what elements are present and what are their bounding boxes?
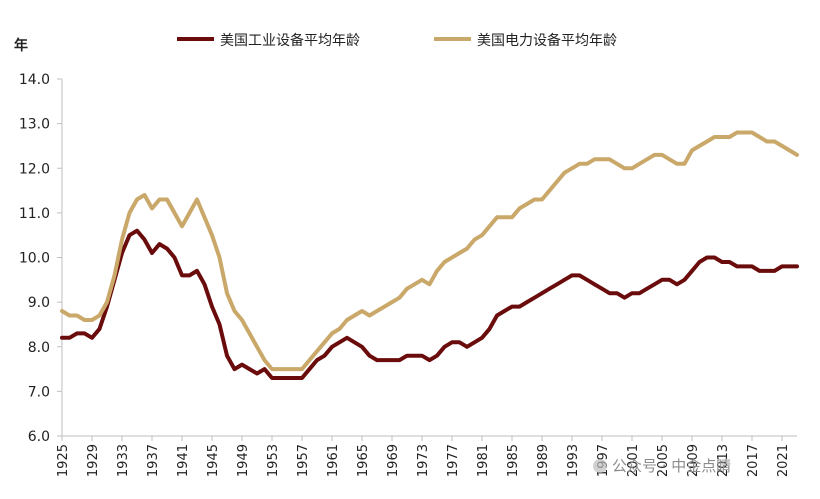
watermark-text: 公众号 · 中金点睛 — [612, 457, 731, 475]
x-tick-label: 1977 — [446, 444, 461, 477]
x-tick-label: 2009 — [686, 444, 701, 477]
watermark: 公众号 · 中金点睛 — [593, 457, 731, 475]
x-tick-label: 1949 — [236, 444, 251, 477]
x-tick-label: 2001 — [626, 444, 641, 477]
legend-item-power: 美国电力设备平均年龄 — [434, 32, 617, 49]
x-tick-label: 1929 — [86, 444, 101, 477]
x-tick-label: 1981 — [476, 444, 491, 477]
x-tick-label: 2021 — [776, 444, 791, 477]
wechat-icon — [593, 459, 607, 473]
x-tick-label: 1993 — [566, 444, 581, 477]
x-tick-label: 1961 — [326, 444, 341, 477]
y-tick-label: 12.0 — [19, 161, 50, 177]
y-tick-label: 9.0 — [28, 295, 50, 311]
series-line-power — [60, 130, 799, 372]
y-tick-label: 6.0 — [28, 429, 50, 445]
x-tick-label: 1933 — [116, 444, 131, 477]
x-axis: 1925 1929 1933 1937 1941 1945 1949 1953 1957 1961… — [56, 435, 797, 477]
x-tick-label: 1937 — [146, 444, 161, 477]
series-layer — [60, 130, 799, 380]
y-tick-label: 13.0 — [19, 117, 50, 133]
y-axis: 6.0 7.0 8.0 9.0 10.0 11.0 12.0 13.0 14.0 — [19, 72, 63, 445]
y-tick-label: 11.0 — [19, 206, 50, 222]
x-tick-label: 1945 — [206, 444, 221, 477]
x-tick-label: 1925 — [56, 444, 71, 477]
x-tick-label: 2013 — [716, 444, 731, 477]
x-tick-label: 1965 — [356, 444, 371, 477]
series-line-industrial — [60, 228, 799, 380]
x-tick-label: 1989 — [536, 444, 551, 477]
legend: 美国工业设备平均年龄 美国电力设备平均年龄 — [177, 32, 617, 49]
y-tick-label: 10.0 — [19, 251, 50, 267]
x-tick-label: 1985 — [506, 444, 521, 477]
x-tick-label: 2005 — [656, 444, 671, 477]
y-tick-label: 8.0 — [28, 340, 50, 356]
legend-item-industrial: 美国工业设备平均年龄 — [177, 32, 360, 49]
legend-label-industrial: 美国工业设备平均年龄 — [220, 32, 360, 49]
legend-label-power: 美国电力设备平均年龄 — [477, 32, 617, 49]
x-tick-label: 1941 — [176, 444, 191, 477]
y-tick-label: 14.0 — [19, 72, 50, 88]
x-tick-label: 2017 — [746, 444, 761, 477]
x-tick-label: 1953 — [266, 444, 281, 477]
x-tick-label: 1969 — [386, 444, 401, 477]
x-tick-label: 1973 — [416, 444, 431, 477]
x-tick-label: 1957 — [296, 444, 311, 477]
y-axis-unit-label: 年 — [14, 37, 28, 54]
y-tick-label: 7.0 — [28, 384, 50, 400]
